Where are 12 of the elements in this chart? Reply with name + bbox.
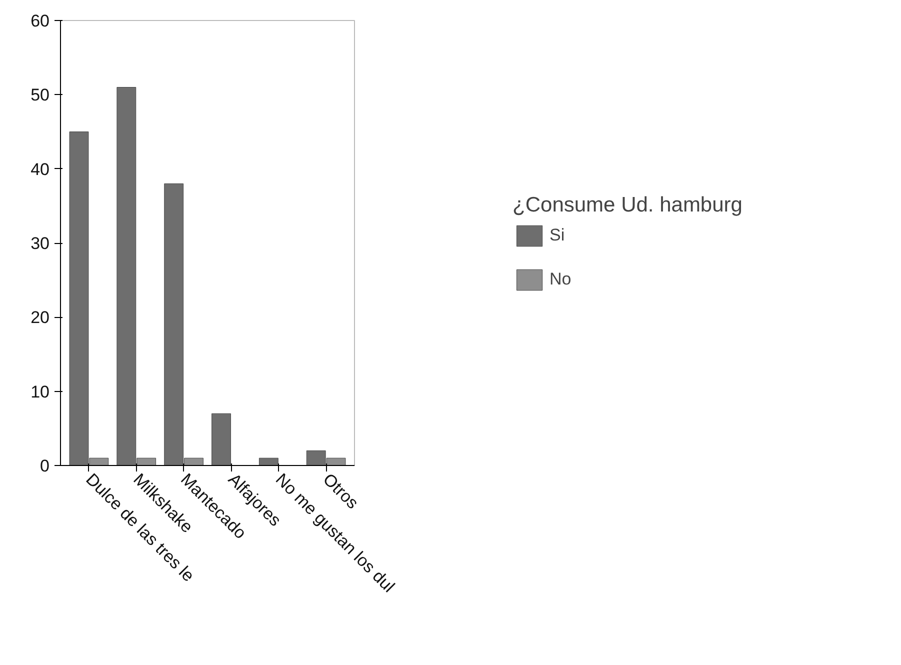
bar — [258, 458, 278, 466]
legend-label: No — [550, 269, 572, 289]
bar — [212, 413, 231, 466]
legend-label: Si — [550, 225, 566, 245]
y-tick-label: 60 — [30, 12, 50, 30]
y-tick-label: 30 — [30, 234, 50, 253]
y-tick-label: 0 — [40, 456, 50, 476]
y-tick-label: 50 — [30, 86, 50, 105]
y-tick-label: 20 — [30, 308, 50, 328]
legend-title: ¿Consume Ud. hamburg — [512, 193, 742, 217]
y-tick-label: 10 — [30, 382, 50, 402]
y-tick-label: 40 — [30, 160, 50, 179]
